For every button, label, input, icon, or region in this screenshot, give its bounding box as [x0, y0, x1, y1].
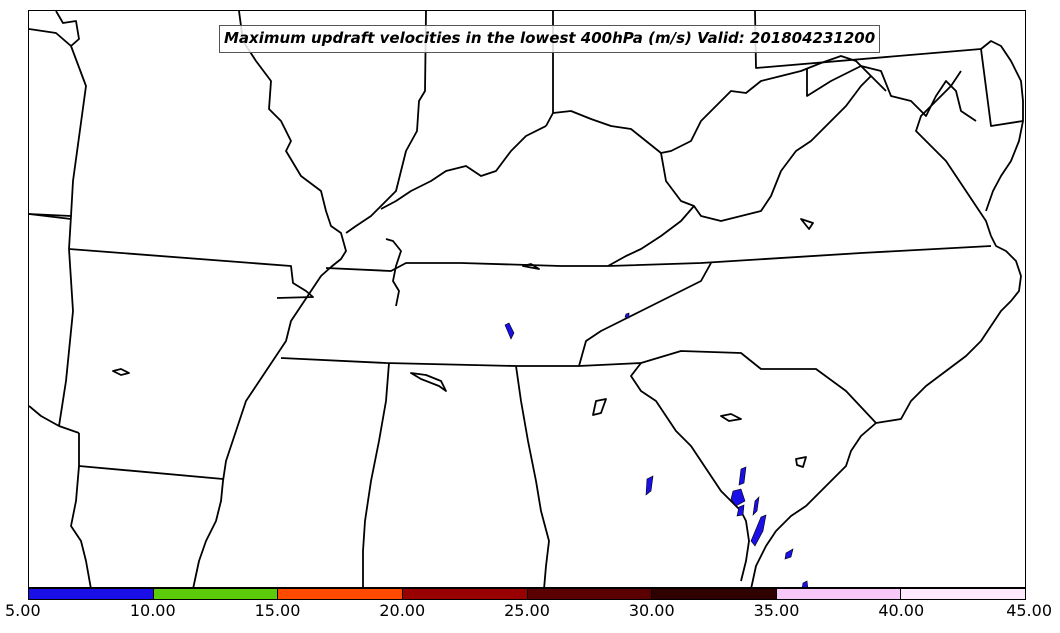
state-boundary-tennessee-nc — [578, 262, 712, 367]
coastline-north-carolina — [875, 235, 1022, 424]
updraft-cell — [750, 514, 767, 547]
lake-small-3 — [720, 413, 742, 422]
state-boundary-illinois-west — [29, 28, 87, 217]
updraft-cell — [738, 466, 747, 486]
lake-small-2 — [112, 368, 130, 376]
state-boundary-nc-sc — [640, 350, 877, 424]
updraft-cell — [784, 548, 794, 560]
updraft-cell — [752, 496, 760, 516]
state-boundary-kentucky-west-virginia — [552, 55, 887, 154]
updraft-cell — [624, 312, 630, 319]
state-boundary-maryland — [806, 65, 977, 122]
river-mississippi-upper — [55, 11, 80, 47]
state-boundary-illinois — [238, 11, 347, 268]
state-boundary-indiana-west — [345, 11, 427, 234]
river-mississippi-lower — [192, 266, 332, 587]
updraft-cell — [736, 504, 745, 517]
state-boundary-mississippi-alabama — [362, 362, 390, 587]
state-boundary-west-virginia-virginia — [660, 75, 872, 222]
colorbar-tick-labels: 5.00 10.00 15.00 20.00 25.00 30.00 35.00 40.00 4… — [0, 600, 1060, 630]
colorbar-segment — [278, 589, 403, 599]
colorbar-segment — [29, 589, 154, 599]
colorbar-tick-label: 5.00 — [5, 601, 41, 620]
updraft-cell — [645, 475, 654, 496]
colorbar-tick-label: 45.00 — [1006, 601, 1052, 620]
colorbar — [28, 588, 1026, 600]
state-boundary-missouri-arkansas — [68, 248, 314, 299]
state-boundary-missouri-iowa — [29, 213, 72, 220]
state-boundary-oklahoma — [29, 405, 80, 434]
ohio-river — [380, 125, 547, 210]
state-boundary-georgia-sc — [630, 362, 750, 582]
map-boundaries — [29, 11, 1024, 587]
colorbar-segment — [527, 589, 653, 599]
state-boundary-kentucky-virginia — [607, 205, 695, 267]
coastline-south-carolina — [750, 422, 877, 587]
colorbar-segment — [652, 589, 777, 599]
colorbar-tick-label: 35.00 — [753, 601, 800, 620]
state-boundary-alabama-georgia — [515, 365, 550, 587]
updraft-cell — [730, 488, 746, 507]
colorbar-segment — [402, 589, 528, 599]
colorbar-tick-label: 15.00 — [254, 601, 301, 620]
colorbar-tick-label: 30.00 — [628, 601, 675, 620]
colorbar-segment — [901, 589, 1025, 599]
lake-small-5 — [795, 456, 807, 468]
colorbar-segment — [153, 589, 279, 599]
state-boundary-arkansas-louisiana — [78, 433, 224, 480]
coastline-delmarva — [980, 40, 1024, 212]
coastline-virginia — [915, 70, 992, 237]
updraft-cell — [504, 322, 515, 340]
lake-kentucky — [385, 238, 402, 307]
state-boundary-texas-louisiana — [70, 465, 92, 587]
lake-small-1 — [410, 372, 447, 392]
map-title: Maximum updraft velocities in the lowest… — [219, 25, 881, 53]
colorbar-tick-label: 10.00 — [129, 601, 176, 620]
state-boundary-kentucky-tennessee — [325, 245, 992, 272]
lake-small-4 — [800, 218, 814, 230]
colorbar-segment — [776, 589, 902, 599]
updraft-cell — [802, 580, 809, 587]
state-boundary-missouri-west — [58, 215, 74, 427]
state-boundary-tennessee-south — [280, 357, 642, 367]
map-frame: Maximum updraft velocities in the lowest… — [28, 10, 1026, 588]
lake-small-7 — [592, 398, 607, 416]
lake-small-6 — [522, 263, 540, 270]
colorbar-tick-label: 40.00 — [878, 601, 925, 620]
colorbar-tick-label: 25.00 — [504, 601, 550, 620]
colorbar-tick-label: 20.00 — [379, 601, 426, 620]
